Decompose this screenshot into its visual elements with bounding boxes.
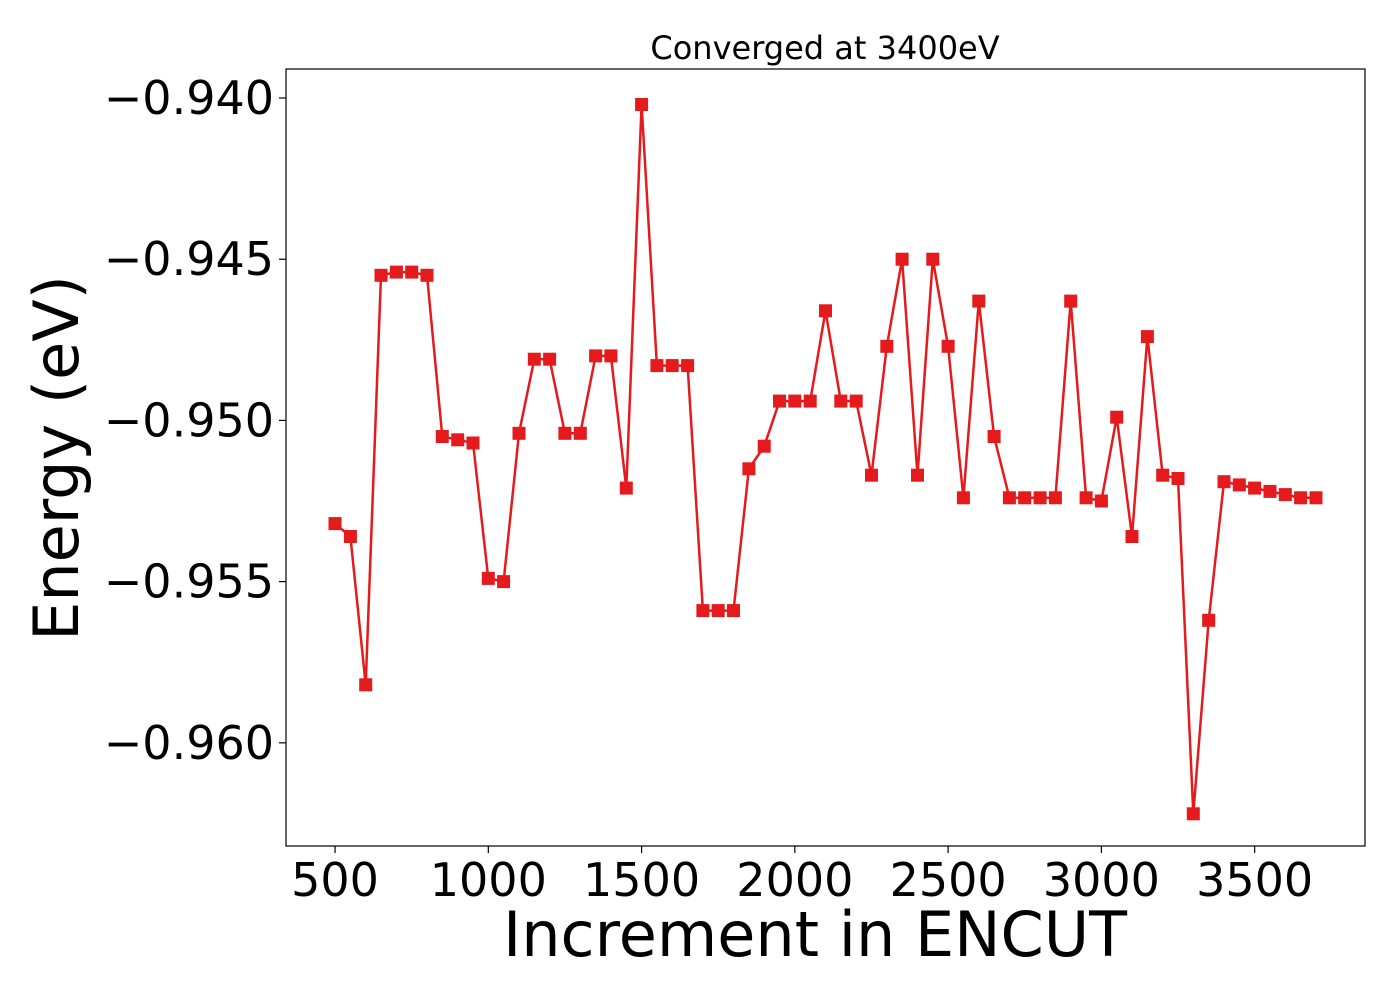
data-point-marker: [926, 252, 940, 266]
x-tick-label: 3000: [1043, 853, 1160, 907]
data-point-marker: [1094, 494, 1108, 508]
plot-frame: [285, 68, 1366, 847]
data-point-marker: [1294, 491, 1308, 505]
data-point-marker: [435, 430, 449, 443]
data-point-marker: [681, 359, 695, 373]
data-point-marker: [880, 339, 894, 353]
y-tick-label: −0.950: [104, 393, 274, 447]
data-point-marker: [650, 359, 664, 373]
data-point-marker: [1079, 491, 1093, 505]
data-point-marker: [1033, 491, 1047, 505]
data-point-marker: [956, 491, 970, 505]
y-tick-label: −0.960: [104, 716, 274, 770]
data-point-marker: [1156, 468, 1170, 482]
x-tick-label: 1000: [430, 853, 547, 907]
y-tick-label: −0.945: [104, 232, 274, 286]
data-point-marker: [727, 604, 740, 618]
x-axis-title: Increment in ENCUT: [503, 898, 1128, 971]
x-axis-ticks: 500 1000 1500 2000 2500 3000 3500: [291, 846, 1313, 907]
data-point-marker: [696, 604, 710, 618]
data-point-marker: [558, 426, 572, 440]
data-point-marker: [1125, 530, 1139, 543]
data-point-marker: [604, 349, 618, 363]
x-tick-label: 1500: [583, 853, 700, 907]
data-point-marker: [359, 678, 373, 692]
data-point-marker: [987, 430, 1001, 443]
data-point-marker: [1263, 484, 1277, 498]
x-tick-label: 2500: [890, 853, 1007, 907]
data-point-marker: [1202, 613, 1216, 627]
data-point-marker: [481, 571, 495, 585]
data-point-marker: [941, 339, 955, 353]
data-point-marker: [389, 265, 403, 279]
data-point-marker: [635, 98, 649, 111]
data-point-marker: [1217, 475, 1231, 489]
data-point-marker: [742, 462, 756, 476]
data-point-marker: [1002, 491, 1016, 505]
data-point-marker: [895, 252, 909, 266]
data-point-marker: [834, 394, 848, 408]
data-point-marker: [803, 394, 817, 408]
data-point-marker: [451, 433, 465, 447]
x-tick-label: 3500: [1196, 853, 1313, 907]
data-point-marker: [1018, 491, 1032, 505]
data-point-marker: [512, 426, 526, 440]
data-point-marker: [788, 394, 802, 408]
data-point-marker: [665, 359, 679, 373]
data-point-marker: [711, 604, 725, 618]
data-point-marker: [773, 394, 786, 408]
y-tick-label: −0.940: [104, 71, 274, 125]
data-point-marker: [343, 530, 357, 543]
x-tick-label: 2000: [736, 853, 853, 907]
data-point-marker: [972, 294, 986, 308]
data-point-marker: [911, 468, 924, 482]
data-point-marker: [589, 349, 603, 363]
data-point-marker: [865, 468, 878, 482]
y-axis-ticks: −0.940 −0.945 −0.950 −0.955 −0.960: [104, 71, 286, 770]
data-point-marker: [1186, 807, 1200, 821]
data-point-marker: [420, 268, 434, 282]
y-tick-label: −0.955: [104, 555, 274, 609]
data-point-marker: [405, 265, 419, 279]
data-point-marker: [849, 394, 863, 408]
x-tick-label: 500: [291, 853, 379, 907]
data-point-marker: [1140, 330, 1154, 344]
data-point-marker: [1110, 410, 1124, 424]
data-point-marker: [374, 268, 388, 282]
data-point-marker: [1309, 491, 1323, 505]
data-point-marker: [1248, 481, 1262, 495]
data-point-marker: [1278, 488, 1292, 502]
data-point-marker: [1232, 478, 1246, 492]
data-point-marker: [497, 575, 511, 589]
data-point-marker: [573, 426, 587, 440]
data-point-marker: [527, 352, 541, 366]
data-point-marker: [328, 517, 342, 531]
data-point-marker: [1171, 472, 1185, 485]
series-markers: [328, 98, 1323, 821]
data-point-marker: [757, 439, 771, 453]
data-point-marker: [619, 481, 633, 495]
series-line: [334, 104, 1316, 814]
data-point-marker: [466, 436, 480, 450]
data-point-marker: [543, 352, 557, 366]
y-axis-title: Energy (eV): [20, 275, 93, 641]
chart-title: Converged at 3400eV: [650, 29, 999, 67]
data-point-marker: [1064, 294, 1078, 308]
data-point-marker: [1048, 491, 1062, 505]
data-point-marker: [819, 304, 832, 318]
